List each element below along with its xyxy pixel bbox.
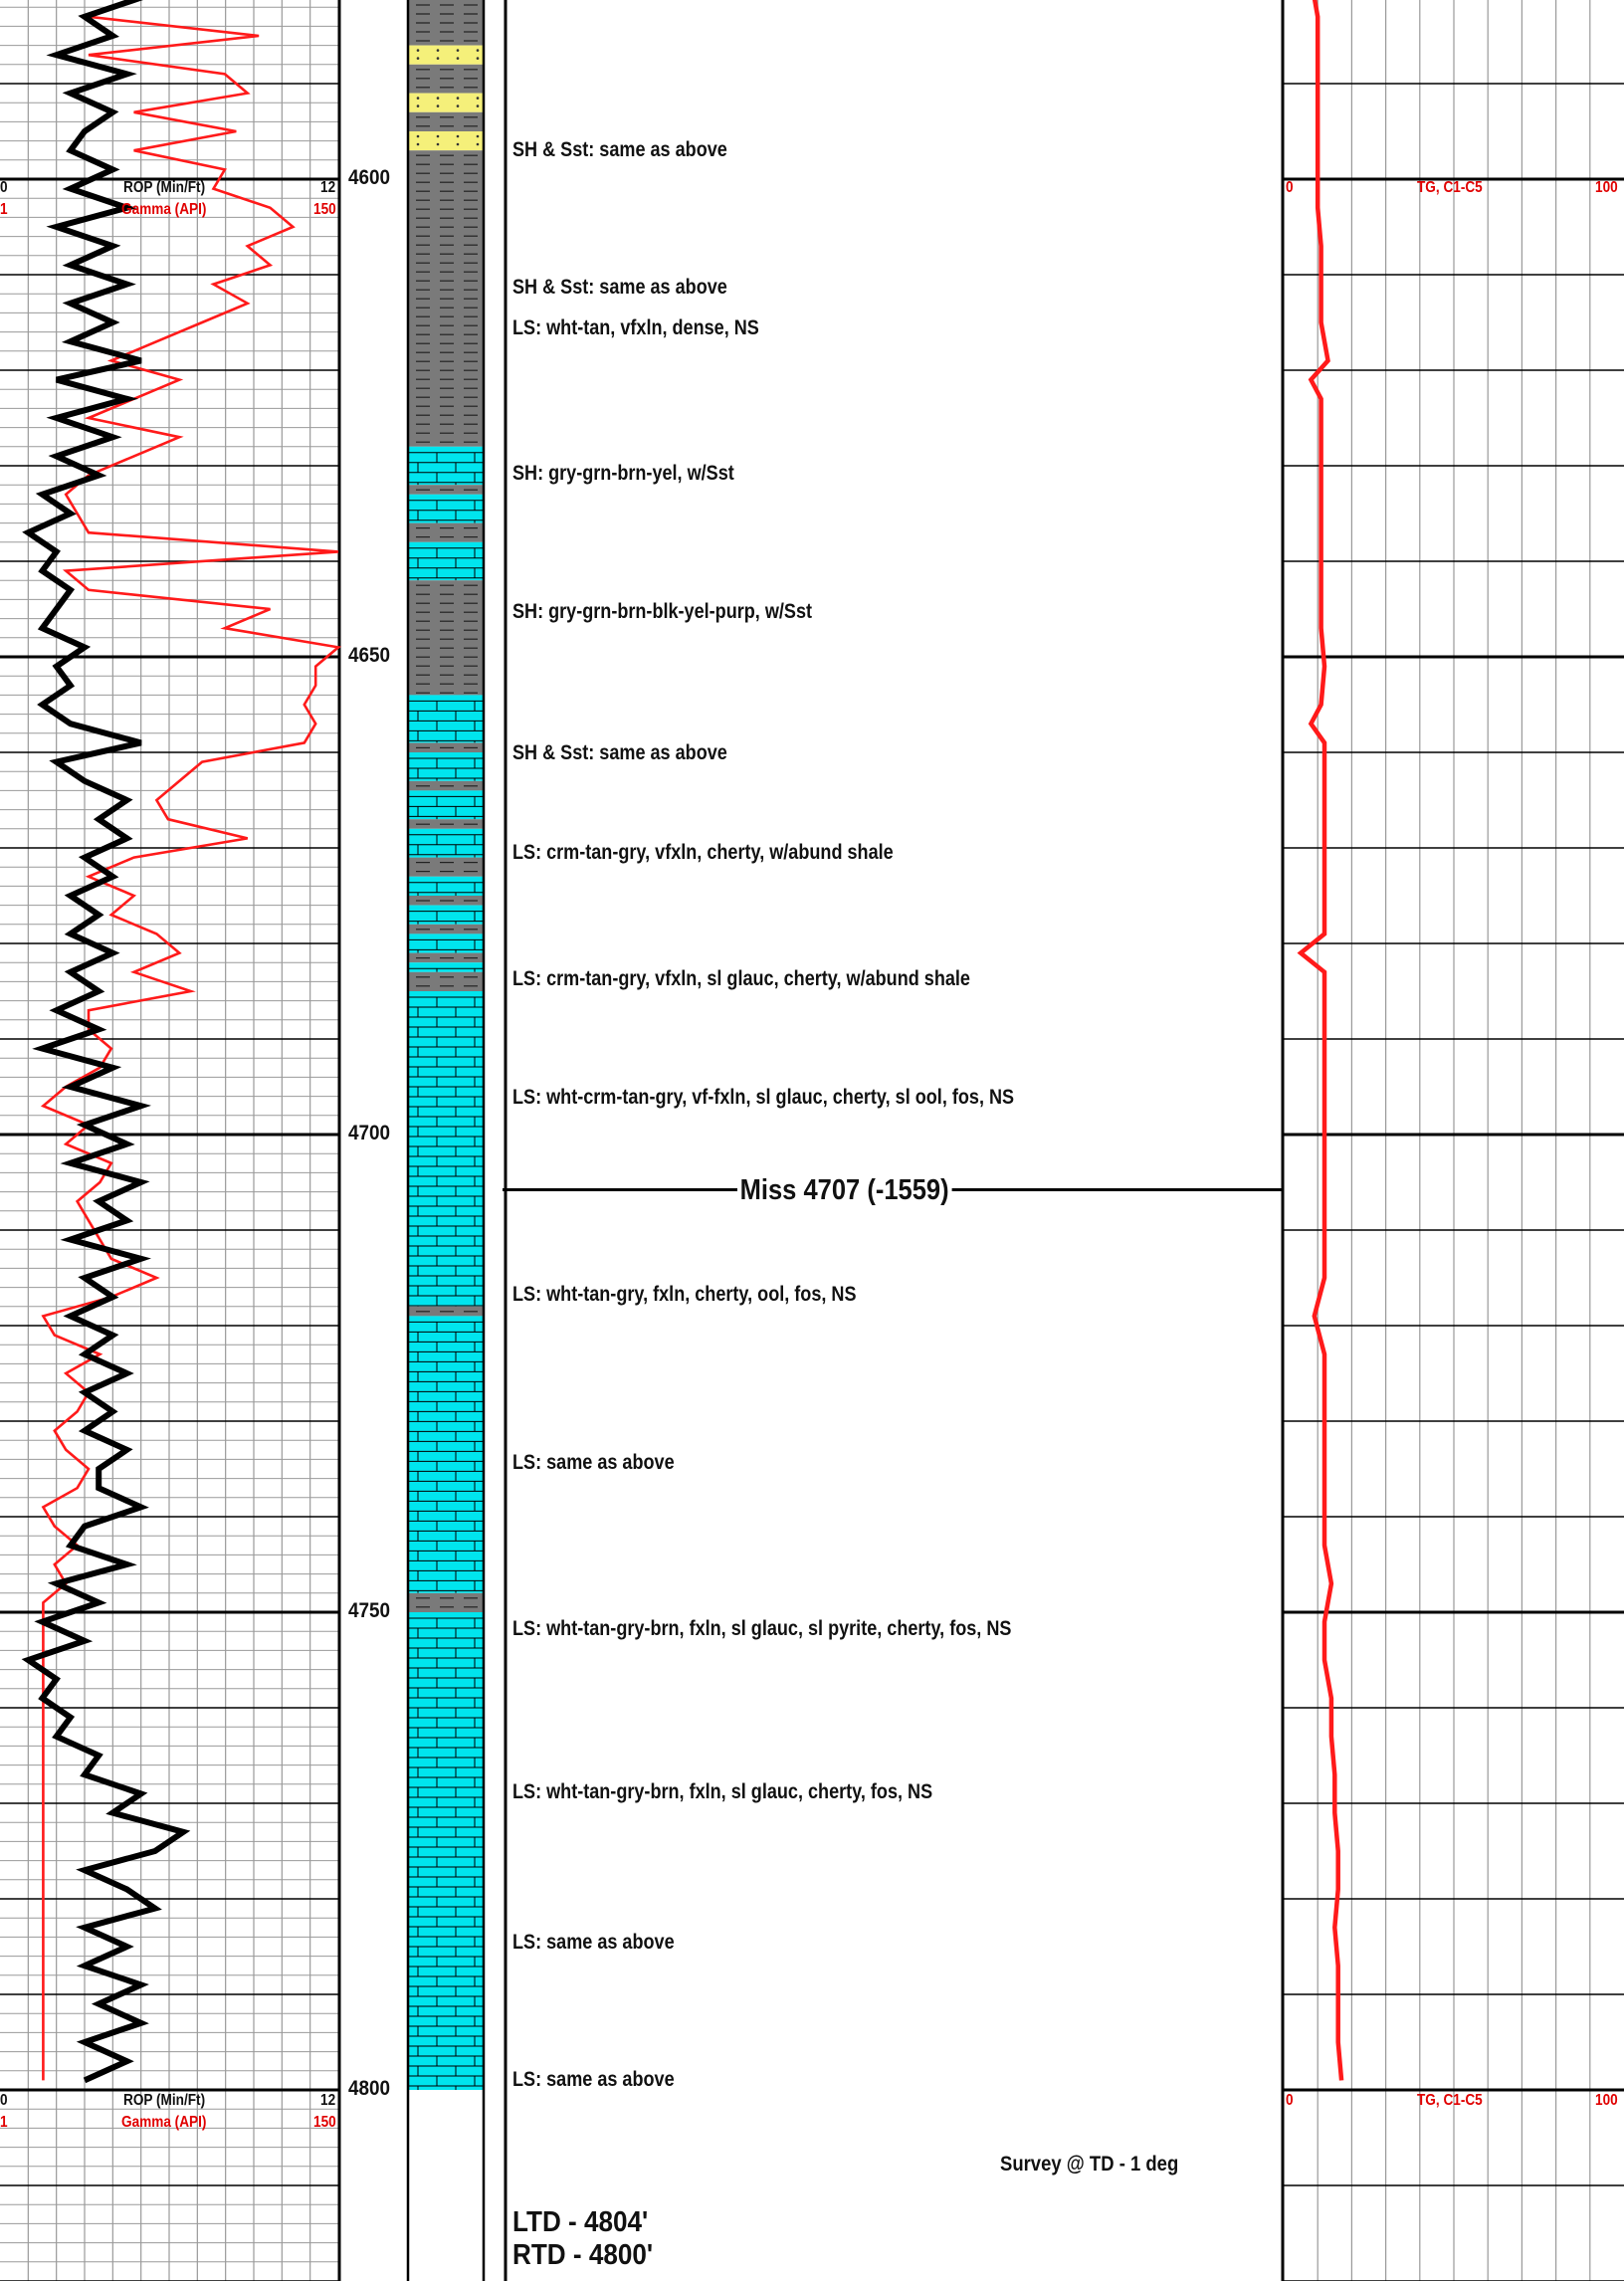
rop-scale-label: ROP (Min/Ft)	[123, 2092, 206, 2109]
gas-scale-label: TG, C1-C5	[1417, 179, 1483, 196]
sandstone-grain	[456, 57, 460, 60]
left-track-grid	[0, 0, 338, 2281]
sandstone-grain	[416, 49, 420, 52]
sandstone-interval	[408, 93, 484, 112]
limestone-interval	[408, 962, 484, 972]
depth-label: 4600	[348, 166, 391, 189]
limestone-interval	[408, 905, 484, 925]
gas-scale-label: TG, C1-C5	[1417, 2092, 1483, 2109]
lithology-description: LS: wht-tan-gry, fxln, cherty, ool, fos,…	[512, 1283, 857, 1306]
shale-interval	[408, 971, 484, 991]
limestone-interval	[408, 790, 484, 820]
depth-label: 4750	[348, 1599, 391, 1622]
sandstone-grain	[416, 104, 420, 107]
sandstone-grain	[436, 49, 440, 52]
sandstone-grain	[476, 97, 480, 100]
lithology-description: LS: same as above	[512, 1931, 675, 1954]
gamma-scale-min: 1	[0, 2114, 8, 2131]
lithology-description: SH & Sst: same as above	[512, 138, 727, 161]
gamma-scale-label: Gamma (API)	[121, 201, 207, 218]
sandstone-grain	[476, 142, 480, 146]
total-gas-curve	[1297, 0, 1344, 2081]
survey-note: Survey @ TD - 1 deg	[1000, 2153, 1179, 2176]
limestone-interval	[408, 1612, 484, 2090]
limestone-interval	[408, 876, 484, 896]
sandstone-grain	[476, 104, 480, 107]
sandstone-grain	[456, 49, 460, 52]
lithology-description: SH: gry-grn-brn-blk-yel-purp, w/Sst	[512, 600, 813, 623]
sandstone-interval	[408, 45, 484, 65]
shale-interval	[408, 522, 484, 542]
formation-top-marker: Miss 4707 (-1559)	[503, 1174, 1284, 1207]
rop-scale-max: 12	[320, 2092, 336, 2109]
sandstone-grain	[416, 97, 420, 100]
rop-scale-min: 0	[0, 179, 8, 196]
gamma-scale-min: 1	[0, 201, 8, 218]
sandstone-grain	[436, 104, 440, 107]
sandstone-grain	[456, 97, 460, 100]
lithology-description: LS: wht-tan-gry-brn, fxln, sl glauc, che…	[512, 1780, 933, 1803]
lithology-description: LS: same as above	[512, 2068, 675, 2091]
gas-scale-max: 100	[1595, 179, 1618, 196]
shale-interval	[408, 111, 484, 131]
shale-interval	[408, 1592, 484, 1612]
sandstone-grain	[436, 97, 440, 100]
lithology-description: LS: wht-tan-gry-brn, fxln, sl glauc, sl …	[512, 1617, 1012, 1640]
lithology-column	[406, 0, 486, 2281]
limestone-interval	[408, 828, 484, 858]
right-track-grid	[1284, 0, 1624, 2281]
sandstone-grain	[436, 134, 440, 138]
sandstone-grain	[456, 134, 460, 138]
lithology-description: LS: same as above	[512, 1451, 675, 1474]
sandstone-grain	[416, 134, 420, 138]
limestone-interval	[408, 1316, 484, 1593]
shale-interval	[408, 580, 484, 696]
limestone-interval	[408, 695, 484, 743]
log-curves	[21, 0, 1344, 2084]
gamma-curve	[40, 0, 341, 2081]
sandstone-grain	[476, 134, 480, 138]
lithology-description: LS: wht-crm-tan-gry, vf-fxln, sl glauc, …	[512, 1086, 1015, 1109]
rop-scale-label: ROP (Min/Ft)	[123, 179, 206, 196]
lithology-description: SH & Sst: same as above	[512, 276, 727, 299]
lithology-description: LS: crm-tan-gry, vfxln, cherty, w/abund …	[512, 841, 894, 864]
rop-scale-max: 12	[320, 179, 336, 196]
depth-label: 4700	[348, 1122, 391, 1144]
lithology-description: LS: crm-tan-gry, vfxln, sl glauc, cherty…	[512, 967, 970, 990]
limestone-interval	[408, 991, 484, 1307]
sandstone-interval	[408, 131, 484, 151]
driller-total-depth: RTD - 4800'	[512, 2239, 654, 2271]
sandstone-grain	[436, 57, 440, 60]
sandstone-grain	[456, 142, 460, 146]
gas-scale-min: 0	[1286, 179, 1294, 196]
gas-scale-min: 0	[1286, 2092, 1294, 2109]
sandstone-grain	[436, 142, 440, 146]
depth-label: 4650	[348, 644, 391, 667]
gamma-scale-max: 150	[313, 201, 336, 218]
limestone-interval	[408, 933, 484, 953]
lithology-description: LS: wht-tan, vfxln, dense, NS	[512, 316, 759, 339]
formation-top-label: Miss 4707 (-1559)	[737, 1174, 952, 1207]
rop-curve	[21, 0, 191, 2084]
shale-interval	[408, 857, 484, 877]
sandstone-grain	[416, 57, 420, 60]
limestone-interval	[408, 494, 484, 523]
logger-total-depth: LTD - 4804'	[512, 2206, 649, 2238]
sandstone-grain	[416, 142, 420, 146]
sandstone-grain	[456, 104, 460, 107]
sandstone-grain	[476, 57, 480, 60]
track-borders	[337, 0, 1285, 2281]
rop-scale-min: 0	[0, 2092, 8, 2109]
lithology-description: SH & Sst: same as above	[512, 741, 727, 764]
sandstone-grain	[476, 49, 480, 52]
gas-scale-max: 100	[1595, 2092, 1618, 2109]
gamma-scale-label: Gamma (API)	[121, 2114, 207, 2131]
lithology-description: SH: gry-grn-brn-yel, w/Sst	[512, 462, 734, 485]
limestone-interval	[408, 752, 484, 781]
depth-label: 4800	[348, 2077, 391, 2100]
gamma-scale-max: 150	[313, 2114, 336, 2131]
